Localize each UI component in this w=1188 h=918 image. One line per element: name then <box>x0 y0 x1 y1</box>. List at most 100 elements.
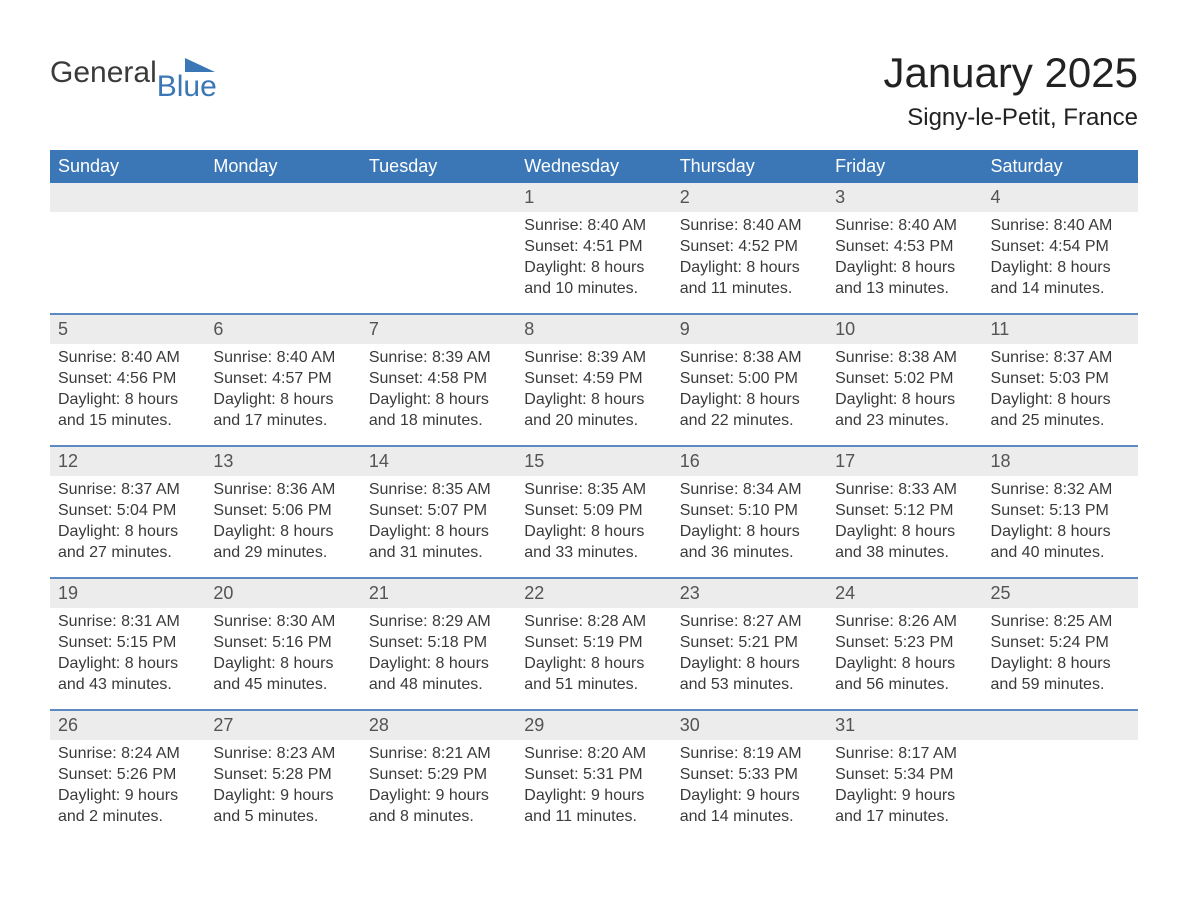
daylight-line1: Daylight: 8 hours <box>680 258 819 279</box>
daylight-line1: Daylight: 8 hours <box>835 258 974 279</box>
day-number: 17 <box>827 447 982 476</box>
day-cell: 7Sunrise: 8:39 AMSunset: 4:58 PMDaylight… <box>361 315 516 445</box>
weekday-header-row: SundayMondayTuesdayWednesdayThursdayFrid… <box>50 150 1138 183</box>
day-cell: 17Sunrise: 8:33 AMSunset: 5:12 PMDayligh… <box>827 447 982 577</box>
day-cell: 5Sunrise: 8:40 AMSunset: 4:56 PMDaylight… <box>50 315 205 445</box>
day-cell: 24Sunrise: 8:26 AMSunset: 5:23 PMDayligh… <box>827 579 982 709</box>
day-details: Sunrise: 8:31 AMSunset: 5:15 PMDaylight:… <box>50 608 205 695</box>
sunset-label: Sunset: 5:15 PM <box>58 633 197 654</box>
day-cell <box>983 711 1138 841</box>
sunrise-label: Sunrise: 8:19 AM <box>680 744 819 765</box>
daylight-line1: Daylight: 8 hours <box>524 258 663 279</box>
sunset-label: Sunset: 5:03 PM <box>991 369 1130 390</box>
sunrise-label: Sunrise: 8:27 AM <box>680 612 819 633</box>
daylight-line1: Daylight: 8 hours <box>991 654 1130 675</box>
week-row: 1Sunrise: 8:40 AMSunset: 4:51 PMDaylight… <box>50 183 1138 313</box>
sunset-label: Sunset: 5:18 PM <box>369 633 508 654</box>
day-cell: 3Sunrise: 8:40 AMSunset: 4:53 PMDaylight… <box>827 183 982 313</box>
day-number: 4 <box>983 183 1138 212</box>
sunset-label: Sunset: 4:51 PM <box>524 237 663 258</box>
sunset-label: Sunset: 5:12 PM <box>835 501 974 522</box>
day-number: 10 <box>827 315 982 344</box>
day-number: 13 <box>205 447 360 476</box>
day-cell: 16Sunrise: 8:34 AMSunset: 5:10 PMDayligh… <box>672 447 827 577</box>
day-number: 8 <box>516 315 671 344</box>
title-block: January 2025 Signy-le-Petit, France <box>883 50 1138 146</box>
sunrise-label: Sunrise: 8:37 AM <box>991 348 1130 369</box>
day-number <box>983 711 1138 740</box>
sunset-label: Sunset: 4:58 PM <box>369 369 508 390</box>
day-cell: 19Sunrise: 8:31 AMSunset: 5:15 PMDayligh… <box>50 579 205 709</box>
week-row: 12Sunrise: 8:37 AMSunset: 5:04 PMDayligh… <box>50 447 1138 577</box>
day-number: 12 <box>50 447 205 476</box>
daylight-line2: and 33 minutes. <box>524 543 663 564</box>
calendar-table: SundayMondayTuesdayWednesdayThursdayFrid… <box>50 150 1138 841</box>
day-details: Sunrise: 8:40 AMSunset: 4:54 PMDaylight:… <box>983 212 1138 299</box>
day-number: 3 <box>827 183 982 212</box>
sunset-label: Sunset: 5:09 PM <box>524 501 663 522</box>
sunset-label: Sunset: 5:24 PM <box>991 633 1130 654</box>
daylight-line1: Daylight: 8 hours <box>991 522 1130 543</box>
day-number: 27 <box>205 711 360 740</box>
brand-part2-wrap: Blue <box>157 58 217 104</box>
sunset-label: Sunset: 4:53 PM <box>835 237 974 258</box>
daylight-line1: Daylight: 8 hours <box>835 654 974 675</box>
daylight-line1: Daylight: 9 hours <box>524 786 663 807</box>
sunrise-label: Sunrise: 8:39 AM <box>369 348 508 369</box>
day-details: Sunrise: 8:20 AMSunset: 5:31 PMDaylight:… <box>516 740 671 827</box>
month-title: January 2025 <box>883 50 1138 96</box>
daylight-line1: Daylight: 8 hours <box>835 390 974 411</box>
day-details: Sunrise: 8:29 AMSunset: 5:18 PMDaylight:… <box>361 608 516 695</box>
sunrise-label: Sunrise: 8:34 AM <box>680 480 819 501</box>
day-cell: 15Sunrise: 8:35 AMSunset: 5:09 PMDayligh… <box>516 447 671 577</box>
daylight-line2: and 5 minutes. <box>213 807 352 828</box>
day-details: Sunrise: 8:34 AMSunset: 5:10 PMDaylight:… <box>672 476 827 563</box>
daylight-line2: and 18 minutes. <box>369 411 508 432</box>
location-label: Signy-le-Petit, France <box>883 104 1138 132</box>
day-number: 24 <box>827 579 982 608</box>
daylight-line2: and 31 minutes. <box>369 543 508 564</box>
daylight-line2: and 27 minutes. <box>58 543 197 564</box>
day-number: 22 <box>516 579 671 608</box>
daylight-line2: and 59 minutes. <box>991 675 1130 696</box>
daylight-line1: Daylight: 8 hours <box>213 654 352 675</box>
day-cell: 9Sunrise: 8:38 AMSunset: 5:00 PMDaylight… <box>672 315 827 445</box>
daylight-line1: Daylight: 8 hours <box>213 522 352 543</box>
day-number: 7 <box>361 315 516 344</box>
daylight-line1: Daylight: 8 hours <box>369 654 508 675</box>
week-row: 26Sunrise: 8:24 AMSunset: 5:26 PMDayligh… <box>50 711 1138 841</box>
sunrise-label: Sunrise: 8:28 AM <box>524 612 663 633</box>
brand-part1: General <box>50 58 157 88</box>
daylight-line2: and 14 minutes. <box>680 807 819 828</box>
sunrise-label: Sunrise: 8:37 AM <box>58 480 197 501</box>
sunset-label: Sunset: 5:04 PM <box>58 501 197 522</box>
sunset-label: Sunset: 5:31 PM <box>524 765 663 786</box>
day-cell <box>205 183 360 313</box>
sunset-label: Sunset: 5:00 PM <box>680 369 819 390</box>
day-cell: 31Sunrise: 8:17 AMSunset: 5:34 PMDayligh… <box>827 711 982 841</box>
day-details: Sunrise: 8:17 AMSunset: 5:34 PMDaylight:… <box>827 740 982 827</box>
day-details: Sunrise: 8:33 AMSunset: 5:12 PMDaylight:… <box>827 476 982 563</box>
daylight-line2: and 8 minutes. <box>369 807 508 828</box>
day-number: 18 <box>983 447 1138 476</box>
daylight-line2: and 45 minutes. <box>213 675 352 696</box>
sunset-label: Sunset: 5:34 PM <box>835 765 974 786</box>
day-details: Sunrise: 8:39 AMSunset: 4:59 PMDaylight:… <box>516 344 671 431</box>
day-number: 2 <box>672 183 827 212</box>
day-details: Sunrise: 8:37 AMSunset: 5:04 PMDaylight:… <box>50 476 205 563</box>
daylight-line1: Daylight: 9 hours <box>58 786 197 807</box>
sunset-label: Sunset: 4:57 PM <box>213 369 352 390</box>
sunrise-label: Sunrise: 8:26 AM <box>835 612 974 633</box>
sunset-label: Sunset: 5:28 PM <box>213 765 352 786</box>
brand-part2: Blue <box>157 70 217 104</box>
daylight-line2: and 23 minutes. <box>835 411 974 432</box>
sunrise-label: Sunrise: 8:40 AM <box>524 216 663 237</box>
day-details: Sunrise: 8:36 AMSunset: 5:06 PMDaylight:… <box>205 476 360 563</box>
daylight-line1: Daylight: 9 hours <box>369 786 508 807</box>
daylight-line2: and 36 minutes. <box>680 543 819 564</box>
day-details: Sunrise: 8:40 AMSunset: 4:51 PMDaylight:… <box>516 212 671 299</box>
sunrise-label: Sunrise: 8:35 AM <box>524 480 663 501</box>
day-details: Sunrise: 8:26 AMSunset: 5:23 PMDaylight:… <box>827 608 982 695</box>
sunrise-label: Sunrise: 8:30 AM <box>213 612 352 633</box>
day-details: Sunrise: 8:32 AMSunset: 5:13 PMDaylight:… <box>983 476 1138 563</box>
